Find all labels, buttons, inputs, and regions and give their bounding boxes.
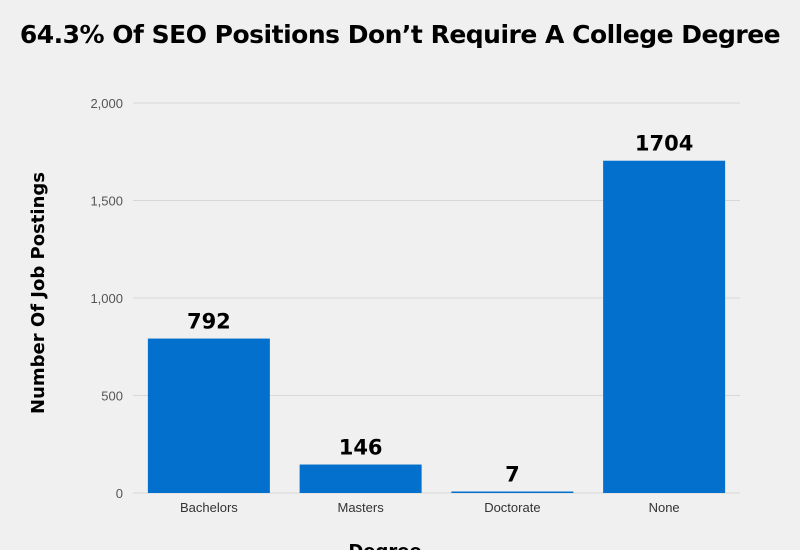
labels: 0 500 1,000 1,500 2,000 792 Bachelors 146 Master… — [90, 96, 693, 515]
y-tick-label: 1,000 — [90, 291, 123, 306]
bar-doctorate — [451, 491, 574, 493]
y-tick-label: 1,500 — [90, 194, 123, 209]
x-tick-label: Doctorate — [484, 500, 540, 515]
bar-bachelors — [147, 338, 270, 493]
bar-masters — [299, 464, 422, 493]
y-tick-label: 500 — [101, 389, 123, 404]
bars — [147, 160, 726, 493]
x-tick-label: None — [649, 500, 680, 515]
x-tick-label: Masters — [338, 500, 385, 515]
y-axis-title: Number Of Job Postings — [28, 172, 49, 414]
x-axis-title: Degree — [348, 541, 421, 550]
data-label: 146 — [339, 436, 383, 460]
bar-none — [603, 160, 726, 493]
x-tick-label: Bachelors — [180, 500, 238, 515]
chart-title: 64.3% Of SEO Positions Don’t Require A C… — [19, 20, 781, 49]
y-tick-label: 0 — [116, 486, 123, 501]
data-label: 792 — [187, 310, 231, 334]
y-tick-label: 2,000 — [90, 96, 123, 111]
data-label: 7 — [505, 463, 520, 487]
data-label: 1704 — [635, 132, 693, 156]
